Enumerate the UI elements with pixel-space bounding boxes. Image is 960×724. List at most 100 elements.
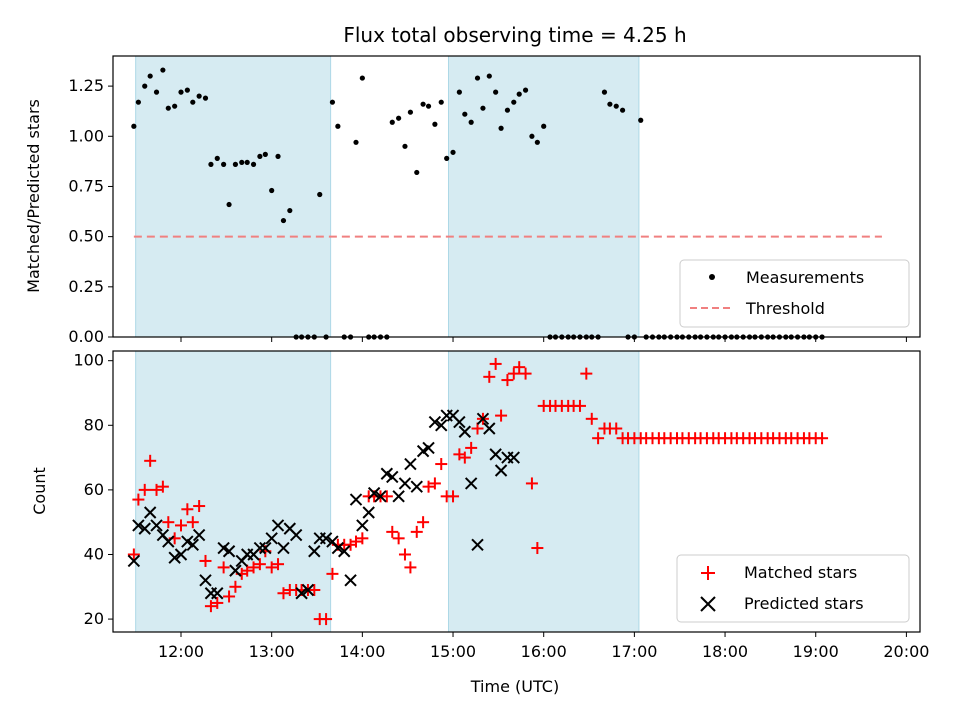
measurement-point <box>389 119 395 125</box>
matched-star-point <box>150 483 163 496</box>
measurement-point <box>142 83 148 89</box>
predicted-star-point <box>319 532 333 545</box>
predicted-star-mark-b <box>362 506 375 519</box>
measurement-point <box>359 75 365 81</box>
matched-star-point <box>580 367 593 380</box>
matched-star-point <box>428 477 441 490</box>
predicted-star-mark-b <box>181 535 194 548</box>
measurement-point <box>280 217 287 224</box>
top-plot-frame <box>112 55 921 338</box>
predicted-star-mark-b <box>301 583 315 597</box>
measurement-point <box>498 125 504 131</box>
measurement-point <box>190 99 196 105</box>
predicted-star-point <box>338 545 351 558</box>
predicted-star-mark-b <box>229 564 242 577</box>
predicted-star-point <box>265 532 278 545</box>
matched-star-point <box>471 422 484 435</box>
bottom-y-axis-label: Count <box>30 467 49 515</box>
predicted-star-mark-b <box>446 409 460 422</box>
measurement-point <box>208 161 214 167</box>
predicted-star-mark-b <box>392 490 405 503</box>
measurement-point <box>244 159 250 165</box>
matched-star-point <box>326 567 339 580</box>
matched-star-point <box>320 613 333 626</box>
measurement-point <box>462 111 468 117</box>
matched-star-point <box>585 412 598 425</box>
top-shaded-spans <box>135 55 640 338</box>
matched-star-point <box>356 532 369 545</box>
matched-star-point <box>350 535 363 548</box>
measurement-point <box>511 99 517 105</box>
measurement-point <box>329 99 336 105</box>
measurement-point <box>414 169 420 176</box>
matched-star-point <box>223 590 236 603</box>
bottom-legend: Matched stars Predicted stars <box>676 554 910 623</box>
matched-star-point <box>132 493 145 506</box>
matched-star-point <box>241 564 254 577</box>
predicted-star-point <box>127 554 141 568</box>
matched-star-point <box>181 503 194 516</box>
predicted-star-point <box>186 538 200 552</box>
top-y-axis-label: Matched/Predicted stars <box>24 99 43 293</box>
matched-star-point <box>253 558 266 571</box>
matched-star-point <box>519 367 532 380</box>
predicted-star-point <box>349 493 363 506</box>
matched-star-point <box>610 422 623 435</box>
predicted-star-mark-b <box>127 554 141 568</box>
predicted-star-point <box>398 477 412 490</box>
matched-star-point <box>380 490 393 503</box>
x-tick-label: 20:00 <box>883 642 929 661</box>
bottom-y-tick-label: 80 <box>84 415 104 434</box>
predicted-star-point <box>192 528 206 542</box>
matched-star-point <box>199 554 212 567</box>
predicted-star-mark-b <box>471 538 484 552</box>
top-x-ticks <box>180 337 907 342</box>
measurement-point <box>504 107 511 113</box>
shaded-span <box>135 55 332 338</box>
top-y-ticks: 0.00 0.25 0.50 0.75 1.00 1.25 <box>68 76 113 346</box>
matched-star-point <box>127 548 140 561</box>
predicted-star-mark-b <box>143 506 157 519</box>
predicted-star-point <box>222 545 236 558</box>
predicted-star-point <box>199 574 212 587</box>
predicted-star-point <box>259 541 272 555</box>
predicted-star-point <box>494 464 508 477</box>
predicted-star-point <box>229 564 242 577</box>
predicted-star-point <box>386 470 399 484</box>
matched-star-point <box>193 500 206 513</box>
matched-star-point <box>525 477 538 490</box>
x-tick-label: 14:00 <box>339 642 385 661</box>
measurement-point <box>402 143 408 149</box>
predicted-star-point <box>356 519 369 532</box>
predicted-star-mark-b <box>374 490 387 503</box>
x-axis-label: Time (UTC) <box>470 677 559 696</box>
matched-star-point <box>447 490 460 503</box>
matched-star-point <box>422 480 435 493</box>
predicted-star-point <box>301 583 315 597</box>
bottom-y-tick-label: 100 <box>73 351 104 370</box>
predicted-star-mark-b <box>271 519 285 532</box>
matched-star-point <box>417 516 430 529</box>
measurement-point <box>221 161 227 167</box>
measurements-series <box>131 67 825 340</box>
matched-star-point <box>573 399 586 412</box>
predicted-star-point <box>162 535 175 548</box>
predicted-star-mark-b <box>138 522 151 535</box>
predicted-star-mark-b <box>211 587 224 600</box>
predicted-star-point <box>471 538 484 552</box>
predicted-star-point <box>392 490 405 503</box>
measurement-point <box>420 101 426 107</box>
measurement-point <box>153 89 160 95</box>
predicted-star-mark-b <box>265 532 278 545</box>
matched-star-point <box>507 367 520 380</box>
top-y-tick-label: 1.25 <box>68 76 104 95</box>
predicted-star-mark-b <box>458 425 472 438</box>
predicted-star-point <box>138 522 151 535</box>
predicted-star-point <box>483 422 496 435</box>
matched-star-point <box>495 409 508 422</box>
matched-stars-series <box>127 357 829 626</box>
predicted-star-mark-b <box>356 519 369 532</box>
predicted-star-mark-b <box>386 470 399 484</box>
measurement-point <box>438 99 444 105</box>
measurement-point <box>262 151 268 157</box>
